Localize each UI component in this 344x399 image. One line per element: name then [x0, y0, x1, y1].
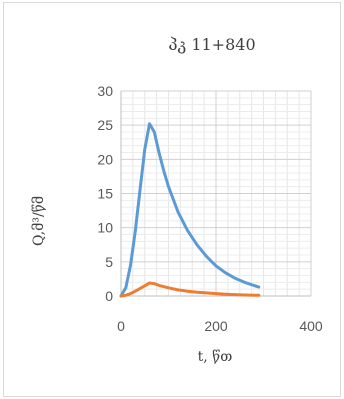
axes: [120, 91, 311, 297]
x-tick-label: 0: [117, 318, 125, 334]
y-tick-label: 25: [97, 117, 113, 133]
y-tick-label: 5: [105, 254, 113, 270]
series-lines: [119, 122, 261, 298]
y-tick-label: 15: [97, 186, 113, 202]
y-tick-label: 20: [97, 151, 113, 167]
y-tick-label: 30: [97, 83, 113, 99]
x-axis-label: t, წთ: [198, 348, 233, 365]
x-tick-label: 400: [299, 318, 323, 334]
y-axis-label: Q,მ³/წმ: [30, 196, 47, 246]
y-tick-label: 10: [97, 220, 113, 236]
tick-labels: 0 5 10 15 20 25 30 0 200 400: [97, 83, 322, 334]
series-line-1: [119, 122, 261, 298]
y-tick-label: 0: [105, 288, 113, 304]
x-tick-label: 200: [204, 318, 228, 334]
series-line-2: [119, 281, 261, 298]
grid-lines: [121, 90, 312, 296]
chart-title: პკ 11+840: [168, 35, 255, 54]
